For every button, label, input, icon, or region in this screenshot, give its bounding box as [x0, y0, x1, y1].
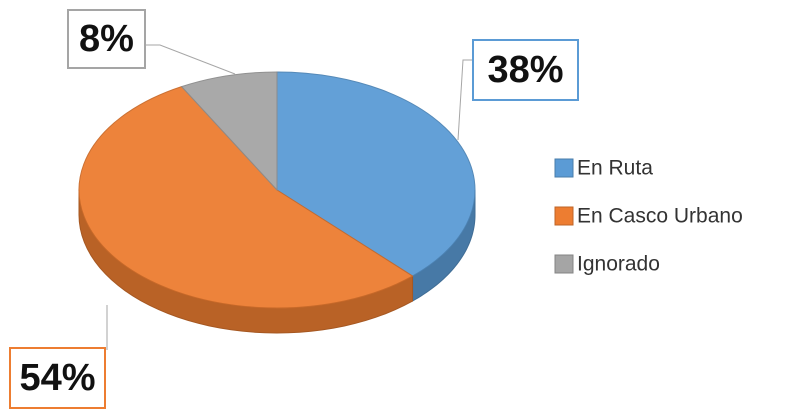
label-box	[9, 347, 106, 409]
data-label: 8%	[79, 18, 134, 60]
legend-label: Ignorado	[577, 253, 660, 276]
label-box	[472, 39, 579, 101]
legend-swatch	[554, 254, 574, 274]
data-label: 38%	[487, 49, 563, 91]
legend-swatch	[554, 158, 574, 178]
slice	[180, 71, 278, 192]
leader-line	[457, 59, 473, 141]
leader-line	[145, 44, 236, 75]
data-label: 54%	[19, 357, 95, 399]
slice	[78, 86, 414, 309]
legend-label: En Casco Urbano	[577, 205, 743, 228]
legend-swatch	[554, 206, 574, 226]
slice	[276, 71, 476, 277]
label-box	[67, 9, 146, 69]
legend-label: En Ruta	[577, 157, 653, 180]
